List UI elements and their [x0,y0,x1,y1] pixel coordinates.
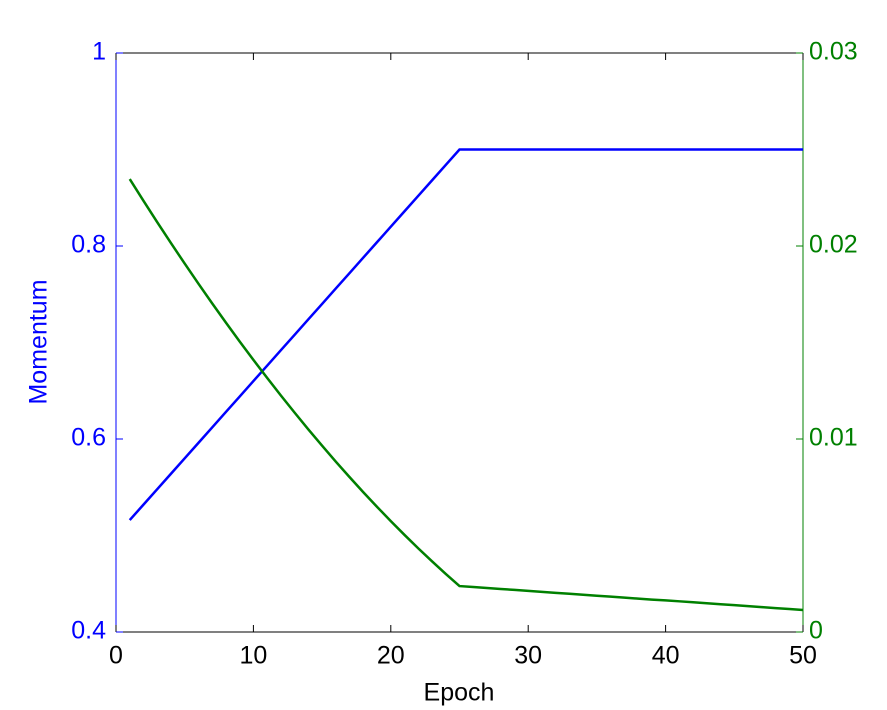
x-tick-label: 20 [377,642,405,670]
line-series [128,178,804,612]
y-tick-label: 0.6 [71,424,106,452]
x-tick-label: 50 [789,642,817,670]
y2-axis-label: Learning rate [885,268,887,415]
y-axis-label: Momentum [25,279,53,404]
x-tick-label: 0 [109,642,123,670]
x-tick-label: 30 [514,642,542,670]
y2-tick-label: 0.02 [809,231,858,259]
x-axis-label: Epoch [424,679,495,707]
x-tick-label: 40 [652,642,680,670]
y-tick-label: 1 [92,38,106,66]
y-tick-label: 0.8 [71,231,106,259]
y2-tick-label: 0 [809,617,823,645]
y-tick-label: 0.4 [71,617,106,645]
line-series [128,148,803,521]
y2-tick-label: 0.01 [809,424,858,452]
x-tick-label: 10 [239,642,267,670]
y2-tick-label: 0.03 [809,38,858,66]
